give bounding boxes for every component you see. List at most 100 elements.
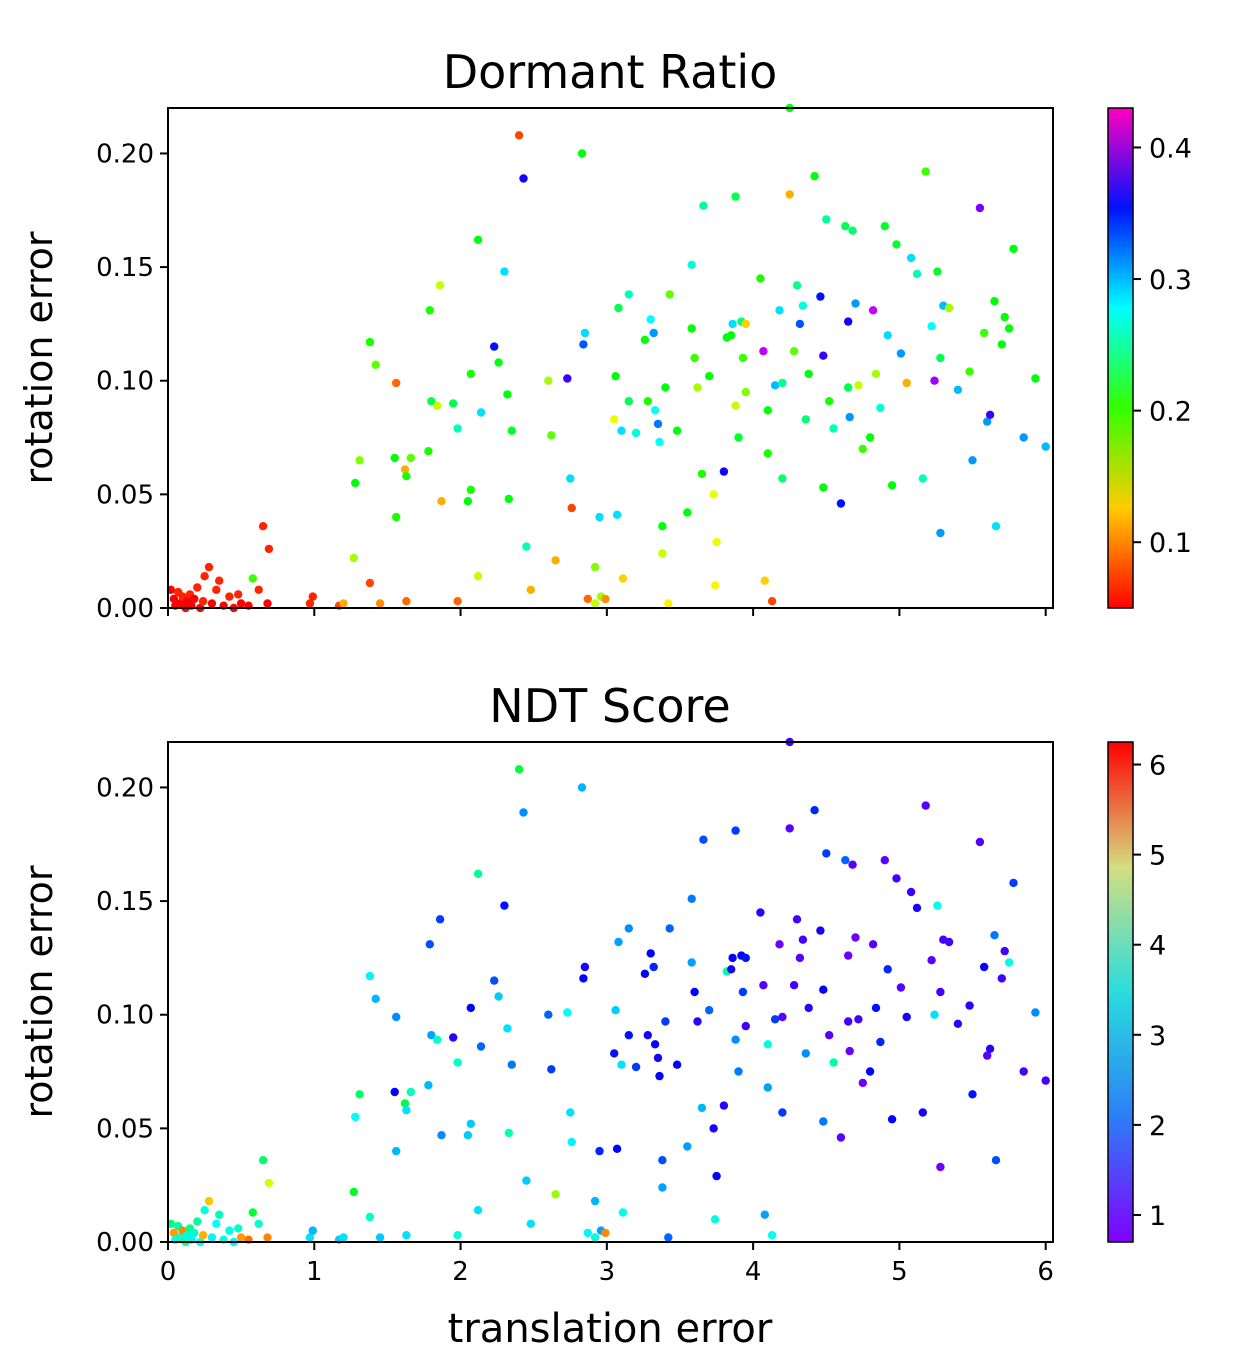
scatter-point <box>640 335 650 344</box>
scatter-point <box>375 1233 385 1242</box>
scatter-point <box>631 428 641 438</box>
scatter-point <box>727 331 736 340</box>
scatter-point <box>544 1010 553 1019</box>
scatter-point <box>190 594 199 604</box>
scatter-point <box>248 574 257 583</box>
scatter-point <box>778 474 787 483</box>
scatter-point <box>503 390 512 399</box>
scatter-point <box>1009 244 1018 254</box>
scatter-point <box>871 1003 881 1013</box>
scatter-point <box>1004 324 1014 333</box>
scatter-point <box>672 426 682 435</box>
scatter-point <box>712 537 721 547</box>
scatter-point <box>690 353 699 363</box>
scatter-point <box>234 590 243 599</box>
scatter-point <box>658 549 667 558</box>
scatter-point <box>453 1231 462 1240</box>
scatter-point <box>876 1037 885 1047</box>
scatter-point <box>355 456 364 465</box>
scatter-point <box>709 490 718 499</box>
scatter-point <box>504 494 513 504</box>
scatter-point <box>258 522 268 531</box>
scatter-point <box>990 931 999 940</box>
scatter-point <box>792 281 802 290</box>
scatter-point <box>547 431 556 440</box>
colorbar-tick-label: 0.2 <box>1149 397 1192 428</box>
scatter-point <box>653 1053 663 1063</box>
scatter-point <box>193 583 202 592</box>
scatter-point <box>699 201 708 210</box>
scatter-point <box>500 267 509 276</box>
scatter-point <box>234 1224 243 1233</box>
scatter-point <box>968 1090 977 1099</box>
y-tick-label: 0.10 <box>96 367 154 397</box>
scatter-point <box>1019 433 1028 442</box>
scatter-point <box>756 274 765 283</box>
scatter-point <box>868 940 878 949</box>
scatter-point <box>473 235 483 244</box>
y-tick-label: 0.05 <box>96 1114 154 1144</box>
scatter-point <box>854 381 863 390</box>
y-ticks: 0.00 0.05 0.10 0.15 0.20 <box>96 773 168 1258</box>
scatter-point <box>844 317 853 326</box>
scatter-point <box>169 1228 179 1238</box>
scatter-point <box>473 572 483 581</box>
scatter-point <box>453 597 462 606</box>
scatter-point <box>392 1146 401 1156</box>
scatter-point <box>305 1233 315 1242</box>
scatter-point <box>709 1124 718 1133</box>
scatter-point <box>544 376 553 385</box>
scatter-point <box>507 426 516 435</box>
scatter-point <box>1009 878 1018 888</box>
scatter-point <box>848 860 857 869</box>
scatter-point <box>425 306 434 315</box>
scatter-point <box>690 987 699 997</box>
scatter-point <box>200 572 209 581</box>
scatter-point <box>810 172 819 181</box>
scatter-point <box>858 444 867 454</box>
scatter-point <box>263 599 272 608</box>
scatter-point <box>390 453 399 463</box>
scatter-point <box>466 485 475 494</box>
scatter-point <box>649 328 658 338</box>
scatter-point <box>351 1112 360 1122</box>
scatter-point <box>365 578 375 588</box>
scatter-point <box>697 1103 707 1113</box>
scatter-point <box>710 1215 720 1224</box>
scatter-point <box>763 1083 772 1092</box>
x-tick-label: 5 <box>891 1257 908 1287</box>
scatter-point <box>519 808 528 817</box>
scatter-point <box>921 801 930 810</box>
scatter-point <box>435 915 445 924</box>
points-layer <box>166 737 1050 1247</box>
scatter-point <box>655 1071 664 1081</box>
scatter-point <box>741 319 750 329</box>
colorbar-tick-label: 5 <box>1149 841 1166 872</box>
scatter-point <box>551 556 560 565</box>
scatter-point <box>741 1021 750 1031</box>
scatter-point <box>646 949 655 958</box>
scatter-point <box>728 953 737 963</box>
scatter-point <box>424 1081 433 1090</box>
scatter-point <box>902 378 911 388</box>
scatter-point <box>507 1060 516 1069</box>
scatter-point <box>816 292 825 301</box>
scatter-point <box>365 1212 375 1222</box>
y-tick-label: 0.15 <box>96 253 154 283</box>
colorbar-tick-label: 3 <box>1149 1021 1166 1052</box>
scatter-point <box>601 594 610 604</box>
scatter-point <box>712 1171 721 1181</box>
scatter-point <box>490 976 499 985</box>
scatter-point <box>804 369 813 379</box>
scatter-point <box>665 924 674 933</box>
scatter-point <box>741 953 750 963</box>
scatter-point <box>997 340 1006 349</box>
scatter-point <box>883 965 892 974</box>
scatter-point <box>193 1217 202 1226</box>
scatter-point <box>844 951 853 960</box>
scatter-point <box>494 992 503 1001</box>
dormant-ratio-panel: Dormant Ratio rotation error 0.00 0.05 0.1… <box>17 45 1192 624</box>
scatter-point <box>760 576 769 585</box>
colorbar-tick-label: 1 <box>1149 1201 1166 1232</box>
